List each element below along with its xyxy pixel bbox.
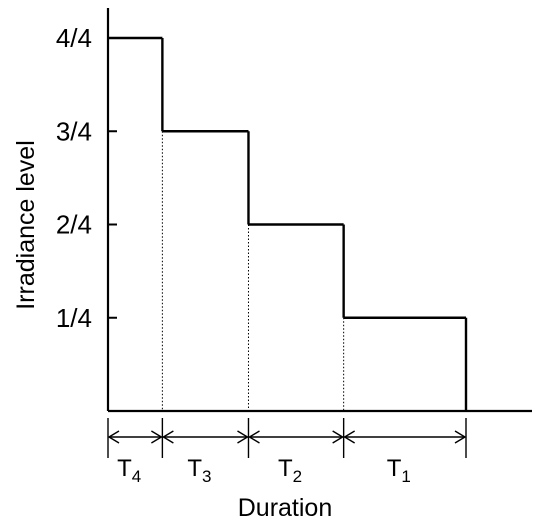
segment-label-subscript: 4 (132, 467, 141, 486)
y-axis-label: Irradiance level (12, 140, 40, 310)
step-series (108, 36, 468, 411)
segment-label-main: T (187, 455, 202, 482)
arrow-head (151, 430, 163, 444)
segment-label: T1 (387, 455, 411, 486)
axes (106, 8, 532, 413)
segment-label-main: T (117, 455, 132, 482)
arrow-head (248, 430, 260, 444)
arrow-head (332, 430, 345, 444)
y-tick-label: 2/4 (56, 210, 92, 240)
segment-label-main: T (387, 455, 402, 482)
arrow-head (237, 430, 249, 444)
segment-label-subscript: 2 (293, 467, 302, 486)
y-tick-label: 4/4 (56, 23, 92, 53)
segment-label-main: T (278, 455, 293, 482)
y-ticks: 1/4 2/4 3/4 4/4 (56, 23, 117, 333)
duration-arrows (107, 418, 467, 458)
segment-label-subscript: 3 (202, 467, 211, 486)
segment-label-subscript: 1 (401, 467, 410, 486)
segment-label: T4 (117, 455, 141, 486)
y-tick-label: 3/4 (56, 116, 92, 146)
arrow-head (107, 430, 120, 444)
segment-dividers (161, 131, 345, 411)
segment-labels: T4 T3 T2 T1 (117, 455, 411, 486)
y-tick-label: 1/4 (56, 303, 92, 333)
arrow-head (454, 430, 467, 444)
arrow-head (162, 430, 174, 444)
x-axis-label: Duration (238, 494, 333, 522)
segment-label: T3 (187, 455, 211, 486)
arrow-head (343, 430, 356, 444)
segment-label: T2 (278, 455, 302, 486)
